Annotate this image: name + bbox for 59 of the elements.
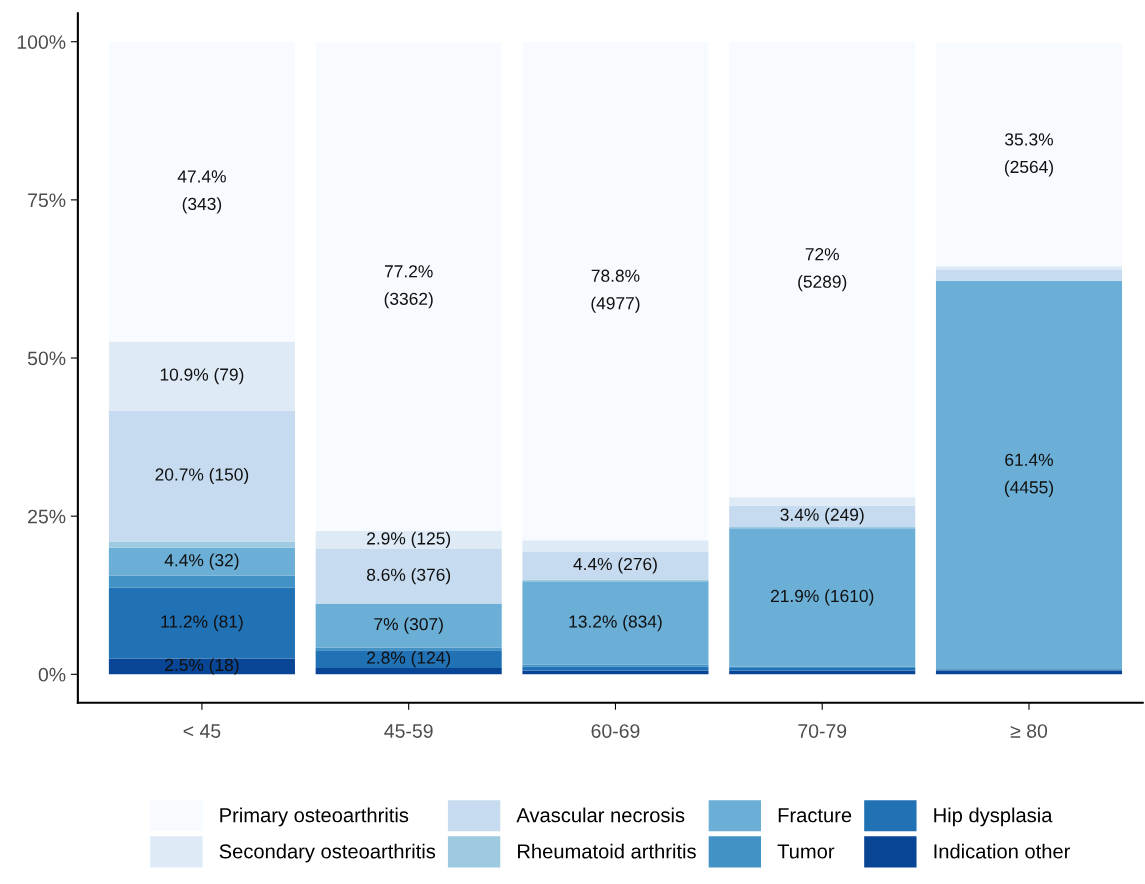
x-tick-label: 70-79 (798, 724, 847, 738)
data-label: 4.4% (276) (573, 557, 657, 574)
y-tick-label: 50% (27, 351, 66, 366)
legend-label: Avascular necrosis (516, 807, 685, 823)
bar (315, 603, 502, 648)
data-label: 11.2% (81) (161, 614, 243, 632)
legend-label: Indication other (934, 843, 1071, 859)
data-label: 20.7% (150) (155, 467, 249, 485)
bar (108, 658, 295, 675)
x-tick-label: 60-69 (591, 724, 640, 738)
data-label: 47.4% (343) (177, 170, 226, 214)
data-label: 77.2% (3362) (384, 265, 433, 309)
y-tick-label: 25% (28, 509, 66, 524)
bar (935, 270, 1123, 281)
x-tick-label: < 45 (183, 724, 221, 738)
y-tick-label: 75% (28, 193, 66, 208)
bar (729, 505, 916, 527)
data-label: 72% (5289) (798, 248, 847, 292)
bar (108, 547, 295, 576)
bar (108, 587, 295, 659)
bar (108, 541, 295, 548)
data-label: 2.5% (18) (165, 658, 239, 675)
data-label: 35.3% (2564) (1004, 133, 1054, 177)
data-label: 3.4% (249) (780, 508, 864, 525)
bar (315, 667, 502, 675)
bar (729, 497, 916, 506)
bar (935, 280, 1123, 670)
legend-label: Hip dysplasia (934, 807, 1053, 827)
bar (315, 650, 502, 668)
legend-label: Secondary osteoarthritis (219, 843, 436, 863)
legend-label: Tumor (777, 844, 835, 859)
legend-label: Primary osteoarthritis (220, 807, 409, 827)
bar (522, 551, 709, 580)
bar (108, 341, 295, 411)
data-label: 4.4% (32) (164, 553, 239, 570)
bar (108, 410, 295, 542)
bar (729, 528, 916, 667)
bar (522, 666, 709, 671)
bar (522, 540, 709, 552)
data-label: 13.2% (834) (569, 614, 662, 632)
y-tick-label: 100% (17, 35, 66, 49)
legend-label: Rheumatoid arthritis (518, 843, 696, 859)
bar (315, 549, 502, 604)
x-tick-label: ≥ 80 (1010, 724, 1048, 738)
data-label: 61.4% (4455) (1004, 453, 1054, 497)
bar (315, 530, 502, 550)
x-tick-label: 45-59 (384, 724, 433, 738)
data-label: 2.8% (124) (367, 651, 451, 668)
bar (935, 266, 1123, 271)
y-tick-label: 0% (38, 667, 66, 682)
data-label: 78.8% (4977) (591, 269, 640, 313)
data-label: 8.6% (376) (366, 568, 451, 585)
data-label: 10.9% (79) (160, 367, 244, 385)
data-label: 7% (307) (374, 617, 443, 634)
bar (522, 581, 709, 665)
legend-label: Fracture (778, 808, 852, 823)
data-label: 21.9% (1610) (770, 589, 874, 606)
data-label: 2.9% (125) (367, 531, 451, 548)
bar (108, 575, 295, 588)
